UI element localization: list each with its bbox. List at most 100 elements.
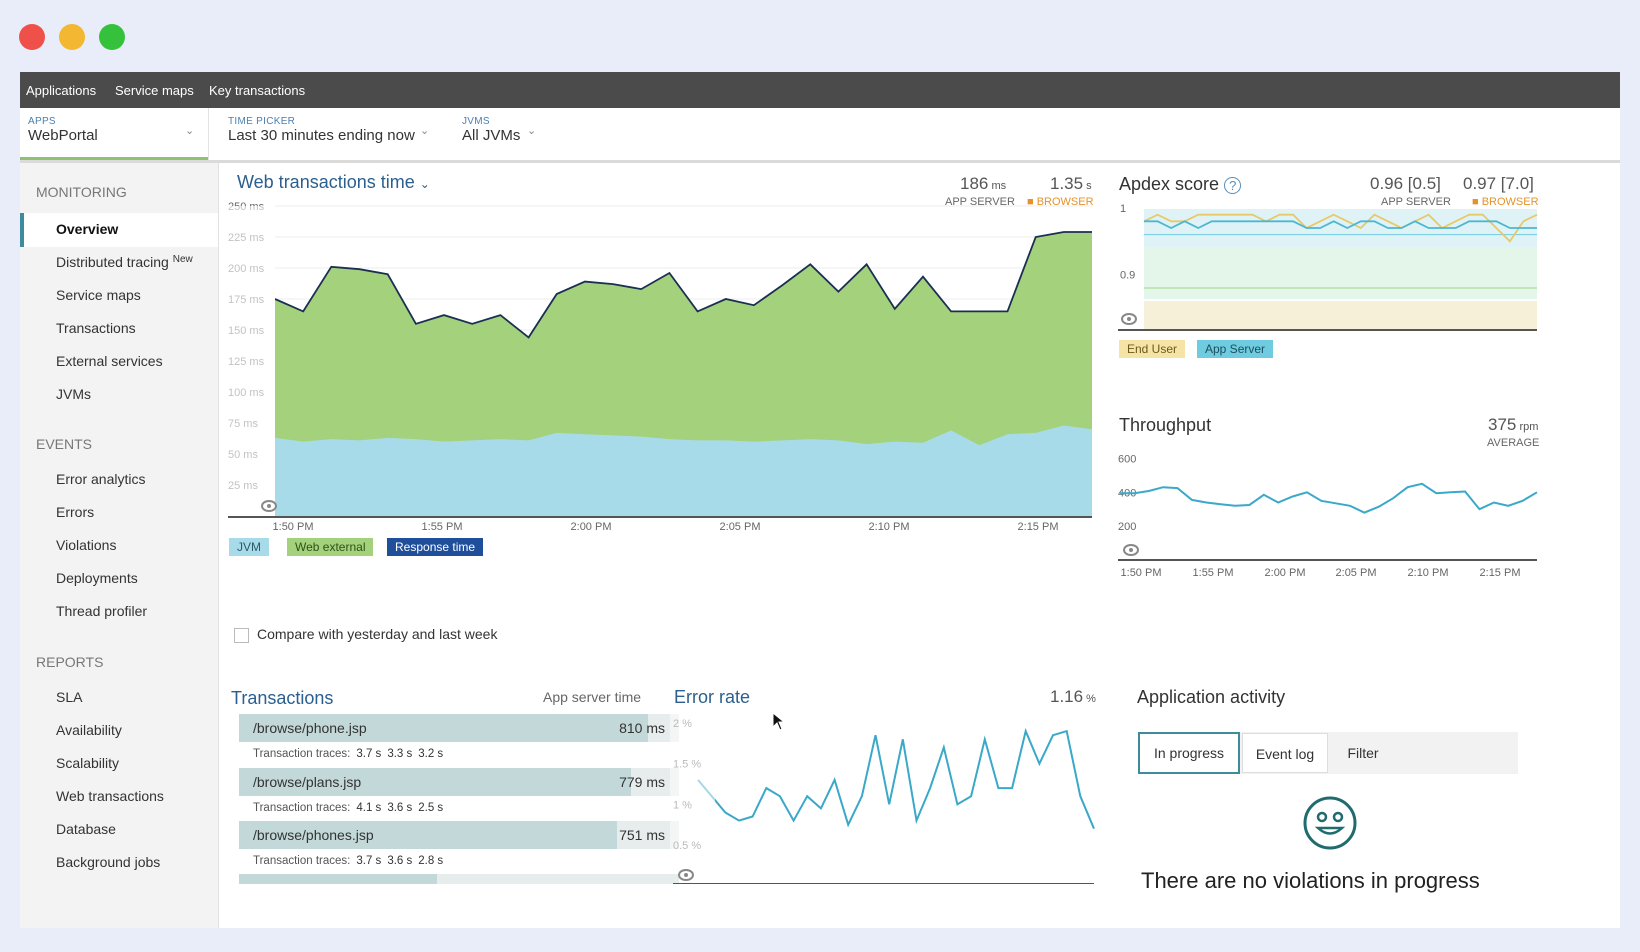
sidebar-item-database[interactable]: Database: [56, 821, 116, 837]
transaction-row[interactable]: [239, 874, 679, 884]
minimize-window-button[interactable]: [59, 24, 85, 50]
visibility-toggle-icon: [1123, 544, 1139, 556]
transactions-title[interactable]: Transactions: [231, 688, 334, 708]
nav-service-maps[interactable]: Service maps: [115, 83, 194, 98]
metric-value: 375: [1488, 415, 1517, 434]
sidebar-item-sla[interactable]: SLA: [56, 689, 83, 705]
chevron-down-icon[interactable]: ⌄: [527, 125, 537, 137]
close-window-button[interactable]: [19, 24, 45, 50]
transaction-name: /browse/phone.jsp: [253, 720, 367, 736]
section-monitoring: MONITORING: [36, 184, 127, 200]
sidebar-item-external-services[interactable]: External services: [56, 353, 163, 369]
legend-web-external[interactable]: Web external: [287, 538, 374, 556]
apdex-browser-value: 0.97 [7.0]: [1463, 174, 1534, 193]
jvms-label: JVMS: [462, 116, 490, 127]
browser-label: ■ BROWSER: [1027, 196, 1094, 208]
tab-event-log[interactable]: Event log: [1242, 733, 1328, 773]
metric-unit: s: [1086, 180, 1092, 192]
trace-link[interactable]: 2.5 s: [418, 802, 444, 814]
trace-link[interactable]: 3.3 s: [387, 748, 413, 760]
time-picker[interactable]: TIME PICKER Last 30 minutes ending now: [228, 116, 415, 145]
sidebar-item-service-maps[interactable]: Service maps: [56, 287, 141, 303]
trace-link[interactable]: 2.8 s: [418, 855, 444, 867]
chart-left-fade: [220, 206, 275, 516]
series-response-time-line: [274, 231, 1092, 339]
sidebar-item-thread-profiler[interactable]: Thread profiler: [56, 603, 148, 619]
trace-link[interactable]: 3.2 s: [418, 748, 444, 760]
y-tick-label: 600: [1118, 453, 1136, 465]
traces-label: Transaction traces:: [253, 802, 351, 814]
nav-applications[interactable]: Applications: [26, 83, 97, 98]
compare-label: Compare with yesterday and last week: [257, 626, 498, 642]
visibility-toggle-icon-pupil: [1127, 317, 1131, 321]
sidebar-item-scalability[interactable]: Scalability: [56, 755, 120, 771]
section-events: EVENTS: [36, 436, 93, 452]
transaction-name: /browse/phones.jsp: [253, 827, 374, 843]
x-tick-label: 2:15 PM: [1018, 521, 1059, 533]
empty-activity-message: There are no violations in progress: [1141, 868, 1480, 893]
trace-link[interactable]: 3.6 s: [387, 855, 413, 867]
apps-picker[interactable]: APPS WebPortal: [28, 116, 98, 145]
x-tick-label: 2:00 PM: [1265, 567, 1306, 579]
series-jvm-area: [275, 425, 1092, 516]
sidebar-item-availability[interactable]: Availability: [56, 722, 122, 738]
app-server-label: APP SERVER: [945, 196, 1015, 208]
chevron-down-icon[interactable]: ⌄: [419, 177, 430, 191]
apps-label: APPS: [28, 116, 56, 127]
metric-unit: rpm: [1519, 421, 1539, 433]
sidebar-item-errors[interactable]: Errors: [56, 504, 95, 520]
traces-label: Transaction traces:: [253, 748, 351, 760]
visibility-toggle-icon: [261, 500, 277, 512]
legend-end-user[interactable]: End User: [1119, 340, 1186, 358]
visibility-toggle-icon-pupil: [1129, 548, 1133, 552]
sidebar-item-transactions[interactable]: Transactions: [56, 320, 136, 336]
jvms-value: All JVMs: [462, 127, 521, 144]
transaction-row[interactable]: /browse/phone.jsp 810 ms: [239, 714, 679, 742]
y-tick-label: 1: [1120, 203, 1126, 215]
jvms-picker[interactable]: JVMS All JVMs: [462, 116, 520, 145]
legend-response-time[interactable]: Response time: [387, 538, 484, 556]
time-picker-value: Last 30 minutes ending now: [228, 127, 415, 144]
web-transactions-title[interactable]: Web transactions time ⌄: [237, 172, 430, 193]
tab-filter[interactable]: Filter: [1347, 745, 1379, 761]
transaction-name: /browse/plans.jsp: [253, 774, 362, 790]
visibility-toggle-icon-pupil: [684, 873, 688, 877]
x-tick-label: 1:50 PM: [273, 521, 314, 533]
sidebar-item-violations[interactable]: Violations: [56, 537, 117, 553]
trace-link[interactable]: 4.1 s: [356, 802, 382, 814]
sidebar-item-error-analytics[interactable]: Error analytics: [56, 471, 146, 487]
maximize-window-button[interactable]: [99, 24, 125, 50]
trace-link[interactable]: 3.7 s: [356, 855, 382, 867]
sidebar-item-distributed-tracing[interactable]: Distributed tracing New: [56, 254, 193, 270]
trace-link[interactable]: 3.6 s: [387, 802, 413, 814]
chevron-down-icon[interactable]: ⌄: [185, 125, 195, 137]
sidebar-item-web-transactions[interactable]: Web transactions: [56, 788, 164, 804]
compare-checkbox[interactable]: [234, 628, 249, 643]
transaction-traces: Transaction traces: 3.7 s 3.6 s 2.8 s: [253, 855, 443, 867]
transaction-time: 751 ms: [619, 827, 665, 843]
x-tick-label: 1:55 PM: [422, 521, 463, 533]
x-tick-label: 2:00 PM: [571, 521, 612, 533]
sidebar: MONITORING Overview Distributed tracing …: [20, 163, 219, 928]
apdex-app-label: APP SERVER: [1381, 196, 1451, 208]
legend-jvm[interactable]: JVM: [229, 538, 269, 556]
transaction-time: 810 ms: [619, 720, 665, 736]
sidebar-item-background-jobs[interactable]: Background jobs: [56, 854, 161, 870]
help-icon[interactable]: ?: [1224, 177, 1242, 194]
section-reports: REPORTS: [36, 654, 104, 670]
apdex-browser-label: ■ BROWSER: [1472, 196, 1539, 208]
error-rate-value: 1.16 %: [1050, 687, 1096, 707]
legend-app-server[interactable]: App Server: [1197, 340, 1274, 358]
transaction-row[interactable]: /browse/plans.jsp 779 ms: [239, 768, 679, 796]
error-rate-title[interactable]: Error rate: [674, 687, 751, 707]
chevron-down-icon[interactable]: ⌄: [420, 125, 430, 137]
app-server-time-value: 186 ms: [960, 174, 1006, 194]
sidebar-item-jvms[interactable]: JVMs: [56, 386, 91, 402]
sidebar-item-overview[interactable]: Overview: [56, 221, 119, 237]
transaction-row[interactable]: /browse/phones.jsp 751 ms: [239, 821, 679, 849]
tab-in-progress[interactable]: In progress: [1138, 732, 1240, 774]
trace-link[interactable]: 3.7 s: [356, 748, 382, 760]
sidebar-item-deployments[interactable]: Deployments: [56, 570, 138, 586]
nav-key-transactions[interactable]: Key transactions: [209, 83, 306, 98]
web-transactions-chart: 250 ms225 ms200 ms175 ms150 ms125 ms100 …: [220, 201, 1092, 533]
